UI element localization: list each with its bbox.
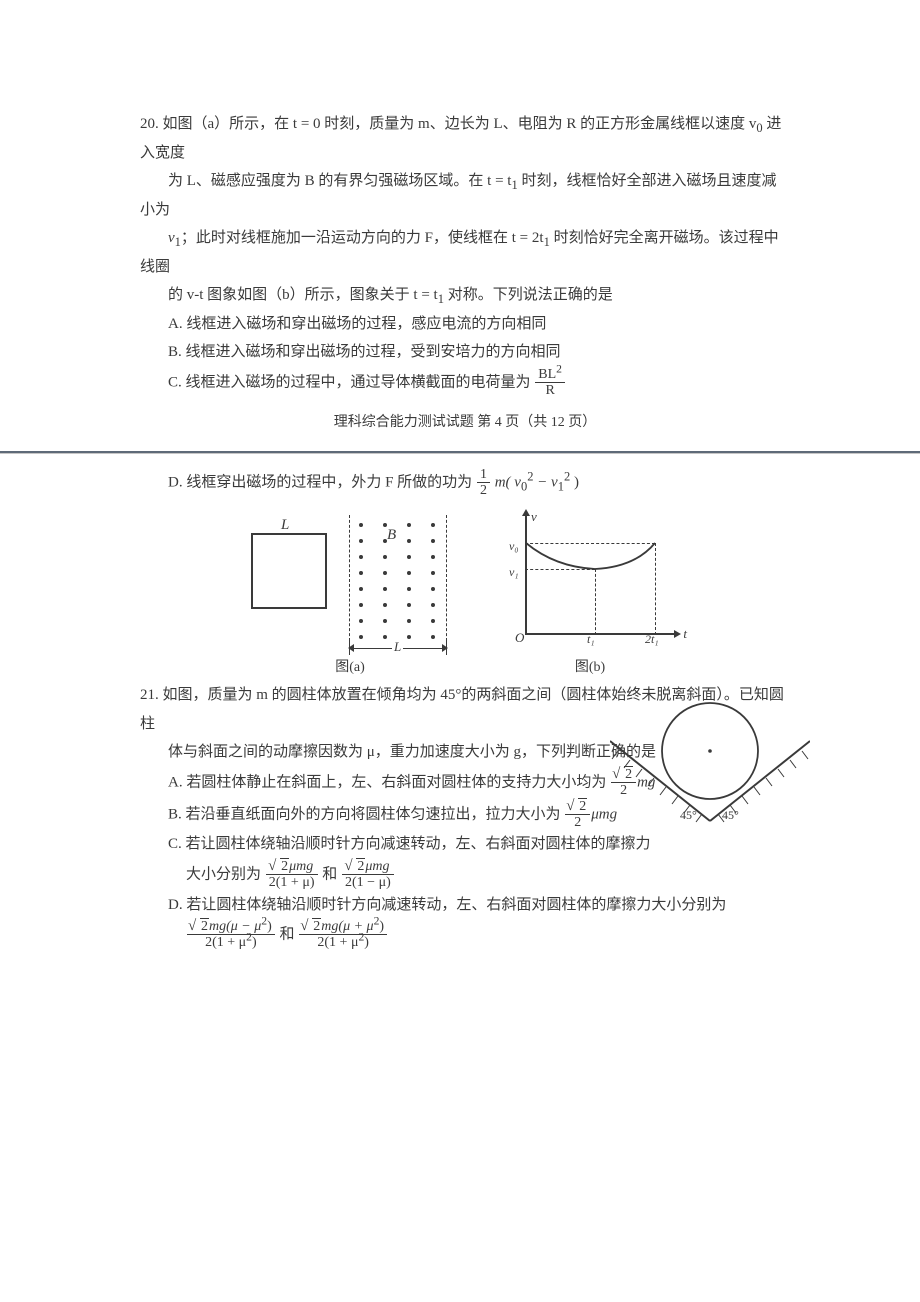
q21b-rad: 2 xyxy=(578,798,587,814)
q21a-lead: A. 若圆柱体静止在斜面上，左、右斜面对圆柱体的支持力大小均为 xyxy=(168,774,606,790)
q20c-lead: C. 线框进入磁场的过程中，通过导体横截面的电荷量为 xyxy=(168,374,531,390)
q20d-half-num: 1 xyxy=(477,467,490,483)
q21d-f1-den: 2(1 + μ2) xyxy=(187,935,275,950)
q21b-lead: B. 若沿垂直纸面向外的方向将圆柱体匀速拉出，拉力大小为 xyxy=(168,806,561,822)
q21a-rad: 2 xyxy=(624,766,633,782)
q21d-f1-rad: 2 xyxy=(200,918,209,934)
q21d-f2-den: 2(1 + μ2) xyxy=(299,935,387,950)
q20d-half-den: 2 xyxy=(477,483,490,498)
q21d-frac1: 2mg(μ − μ2) 2(1 + μ2) xyxy=(187,919,275,951)
q21c-f2-tail: μmg xyxy=(365,859,389,874)
q20-fig-b-col: v t O v₀ v₁ t₁ 2t₁ 图(b) xyxy=(495,503,685,682)
q21-option-d: D. 若让圆柱体绕轴沿顺时针方向减速转动，左、右斜面对圆柱体的摩擦力大小分别为 xyxy=(140,891,790,920)
q20d-expr-c: ) xyxy=(570,474,579,490)
q21-number: 21. xyxy=(140,687,159,703)
field-dots xyxy=(349,517,445,639)
label-B: B xyxy=(387,521,396,550)
q21d-line1: D. 若让圆柱体绕轴沿顺时针方向减速转动，左、右斜面对圆柱体的摩擦力大小分别为 xyxy=(168,897,726,913)
q21c-f2-num: 2μmg xyxy=(342,859,394,875)
q20c-fraction: BL2 R xyxy=(535,367,565,399)
q21d-and: 和 xyxy=(280,926,295,942)
q20-figures: L B L xyxy=(140,503,790,682)
q21b-frac: 2 2 xyxy=(565,799,590,831)
q21-option-d2: 2mg(μ − μ2) 2(1 + μ2) 和 2mg(μ + μ2) 2(1 … xyxy=(140,919,790,951)
q21-figure: 45° 45° xyxy=(610,681,810,831)
q21c-lead: 大小分别为 xyxy=(186,866,261,882)
q21c-f1-den: 2(1 + μ) xyxy=(266,875,318,890)
q21-option-c: C. 若让圆柱体绕轴沿顺时针方向减速转动，左、右斜面对圆柱体的摩擦力 xyxy=(140,830,790,859)
q20-stem-line3b: ；此时对线框施加一沿运动方向的力 F，使线框在 t = 2t xyxy=(181,230,544,246)
q21d-f2-da: 2(1 + μ xyxy=(317,935,358,950)
q20-fig-a-col: L B L xyxy=(245,503,455,682)
page-divider xyxy=(0,451,920,453)
q20c-num-text: BL xyxy=(538,367,556,382)
q21a-num: 2 xyxy=(611,767,636,783)
q20c-den: R xyxy=(535,383,565,398)
exam-page: 20. 如图（a）所示，在 t = 0 时刻，质量为 m、边长为 L、电阻为 R… xyxy=(0,0,920,1011)
q20-fig-a: L B L xyxy=(245,503,455,653)
q21b-den: 2 xyxy=(565,815,590,830)
q21d-f1-tb: ) xyxy=(267,919,272,934)
q20: 20. 如图（a）所示，在 t = 0 时刻，质量为 m、边长为 L、电阻为 R… xyxy=(140,110,790,437)
q21d-f2-num: 2mg(μ + μ2) xyxy=(299,919,387,935)
angle-left: 45° xyxy=(680,808,697,822)
q21-option-c2: 大小分别为 2μmg 2(1 + μ) 和 2μmg 2(1 − μ) xyxy=(140,859,790,891)
page-footer: 理科综合能力测试试题 第 4 页（共 12 页） xyxy=(140,410,790,437)
label-L-bottom: L xyxy=(392,635,403,660)
q21c-f2-den: 2(1 − μ) xyxy=(342,875,394,890)
q21d-f2-tb: ) xyxy=(379,919,384,934)
q20-stem-line4a: 的 v-t 图象如图（b）所示，图象关于 t = t xyxy=(140,287,438,303)
q20-option-c: C. 线框进入磁场的过程中，通过导体横截面的电荷量为 BL2 R xyxy=(140,367,790,399)
vt-curve xyxy=(495,503,685,653)
q20-option-b: B. 线框进入磁场和穿出磁场的过程，受到安培力的方向相同 xyxy=(140,338,790,367)
q21d-f2-ta: mg(μ + μ xyxy=(321,919,373,934)
q20-number: 20. xyxy=(140,116,159,132)
q20-stem: 20. 如图（a）所示，在 t = 0 时刻，质量为 m、边长为 L、电阻为 R… xyxy=(140,110,790,310)
q20-stem-line1a: 如图（a）所示，在 t = 0 时刻，质量为 m、边长为 L、电阻为 R 的正方… xyxy=(163,116,757,132)
q21c-and: 和 xyxy=(322,866,337,882)
q20-stem-line3a: v xyxy=(140,230,175,246)
q21d-f2-rad: 2 xyxy=(312,918,321,934)
q21c-f1-num: 2μmg xyxy=(266,859,318,875)
q21d-f1-num: 2mg(μ − μ2) xyxy=(187,919,275,935)
q20d-lead: D. 线框穿出磁场的过程中，外力 F 所做的功为 xyxy=(168,474,472,490)
q20-option-d: D. 线框穿出磁场的过程中，外力 F 所做的功为 1 2 m( v02 − v1… xyxy=(140,467,790,499)
q21d-f2-db: ) xyxy=(364,935,369,950)
fig-a-caption: 图(a) xyxy=(245,655,455,682)
angle-right: 45° xyxy=(722,808,739,822)
q21d-f1-ta: mg(μ − μ xyxy=(209,919,261,934)
q21c-f1-rad: 2 xyxy=(280,858,289,874)
q21c-frac2: 2μmg 2(1 − μ) xyxy=(342,859,394,891)
q20d-half: 1 2 xyxy=(477,467,490,499)
q21d-f1-da: 2(1 + μ xyxy=(205,935,246,950)
q21d-f1-db: ) xyxy=(252,935,257,950)
q21c-f1-tail: μmg xyxy=(289,859,313,874)
incline-cylinder-svg: 45° 45° xyxy=(610,681,810,831)
fig-b-caption: 图(b) xyxy=(495,655,685,682)
q20-stem-line2a: 为 L、磁感应强度为 B 的有界匀强磁场区域。在 t = t xyxy=(140,173,511,189)
q21c-f2-rad: 2 xyxy=(356,858,365,874)
q21d-frac2: 2mg(μ + μ2) 2(1 + μ2) xyxy=(299,919,387,951)
q20c-num: BL2 xyxy=(535,367,565,383)
q21c-frac1: 2μmg 2(1 + μ) xyxy=(266,859,318,891)
q20-option-a: A. 线框进入磁场和穿出磁场的过程，感应电流的方向相同 xyxy=(140,310,790,339)
q21-stem-line2: 体与斜面之间的动摩擦因数为 μ，重力加速度大小为 g，下列判断正确的是 xyxy=(140,744,656,760)
q20-stem-line4b: 对称。下列说法正确的是 xyxy=(444,287,613,303)
q21: 21. 如图，质量为 m 的圆柱体放置在倾角均为 45°的两斜面之间（圆柱体始终… xyxy=(140,681,790,951)
q20-fig-b: v t O v₀ v₁ t₁ 2t₁ xyxy=(495,503,685,653)
dimension-L: L xyxy=(349,641,447,655)
q20d-expr-a: m( v xyxy=(495,474,521,490)
q21c-line1: C. 若让圆柱体绕轴沿顺时针方向减速转动，左、右斜面对圆柱体的摩擦力 xyxy=(168,836,651,852)
q21b-num: 2 xyxy=(565,799,590,815)
q20d-expr-b: − v xyxy=(533,474,557,490)
square-loop xyxy=(251,533,327,609)
sup-2: 2 xyxy=(556,362,562,375)
